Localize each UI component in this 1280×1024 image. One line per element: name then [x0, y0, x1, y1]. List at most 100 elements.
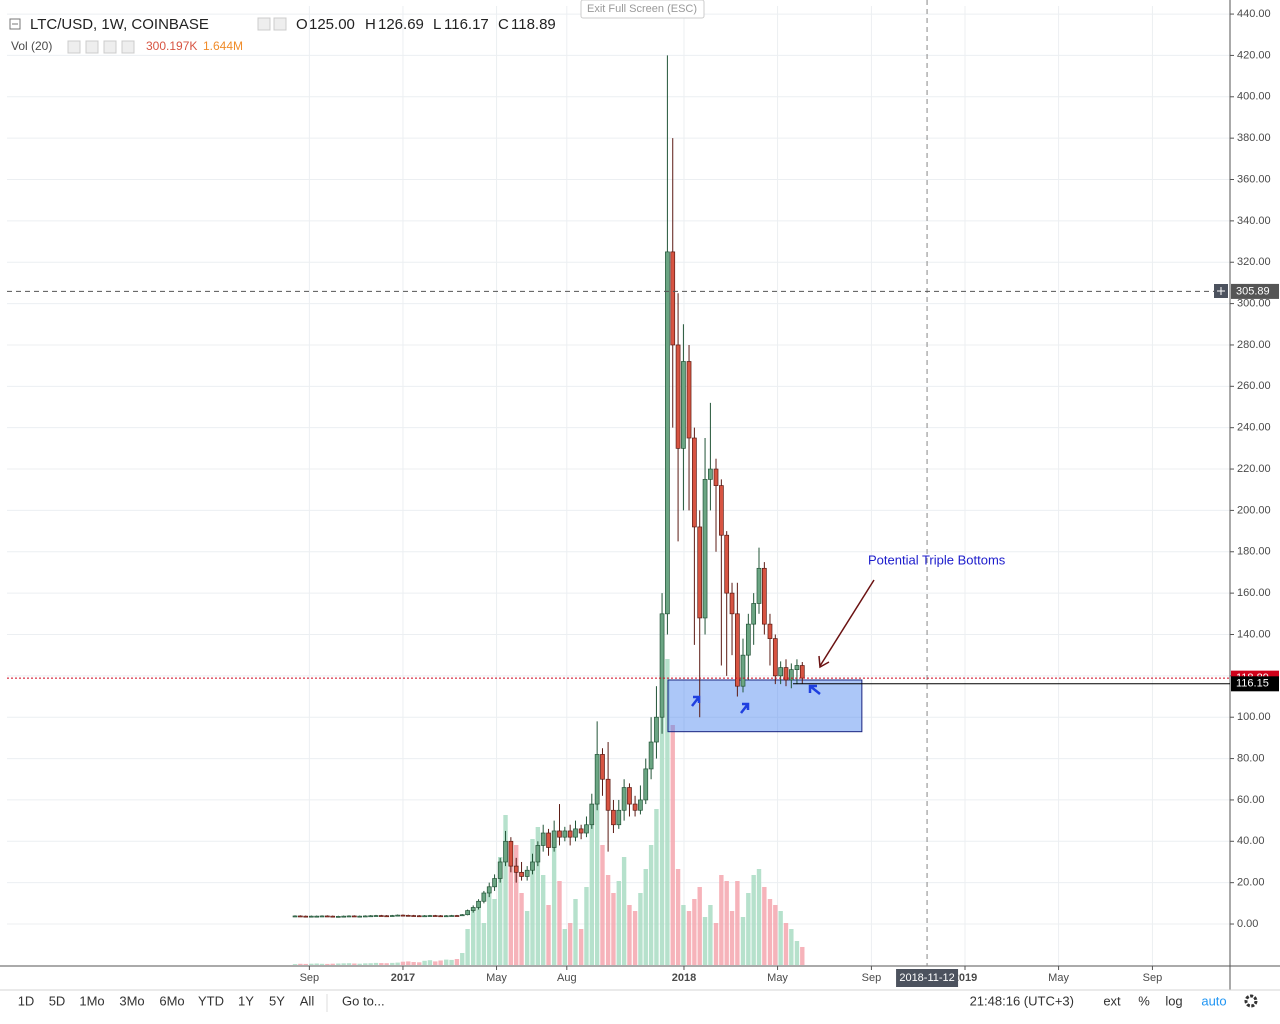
candle-body — [443, 915, 449, 918]
volume-bar — [773, 905, 778, 965]
volume-bar — [573, 899, 578, 965]
volume-bar — [400, 961, 406, 965]
candle-body — [594, 754, 600, 805]
volume-bar — [800, 946, 805, 965]
volume-bar — [697, 887, 702, 965]
volume-bar — [471, 911, 476, 965]
volume-label: Vol (20) — [11, 39, 52, 53]
candle-body — [335, 916, 341, 918]
volume-bar — [740, 917, 746, 965]
candle-body — [719, 485, 724, 536]
candle-body — [454, 915, 460, 917]
range-button[interactable]: All — [300, 993, 315, 1008]
y-tick-label: 100.00 — [1237, 711, 1271, 723]
exit-fullscreen-button[interactable] — [580, 0, 705, 19]
volume-bar — [357, 963, 362, 965]
candle-body — [497, 861, 503, 879]
y-tick-label: 200.00 — [1237, 504, 1271, 516]
candle-body — [740, 654, 746, 687]
crosshair-label-bg — [896, 969, 959, 987]
volume-bar — [675, 869, 681, 965]
volume-bar — [309, 963, 314, 965]
volume-bar — [336, 963, 341, 965]
candle-body — [611, 809, 616, 826]
volume-bar — [724, 881, 729, 965]
icon[interactable] — [85, 40, 99, 54]
icon[interactable] — [67, 40, 81, 54]
volume-ma-value: 1.644M — [203, 39, 243, 53]
candle-body — [659, 613, 665, 718]
volume-bar — [789, 929, 794, 965]
volume-bar — [298, 963, 303, 965]
y-tick-label: 180.00 — [1237, 546, 1271, 558]
ohlc-label: H — [365, 16, 376, 33]
candle-body — [314, 915, 320, 918]
volume-bar — [605, 875, 611, 965]
y-tick-label: 140.00 — [1237, 628, 1271, 640]
option-button[interactable]: auto — [1201, 993, 1226, 1008]
candle-body — [530, 861, 535, 871]
range-button[interactable]: YTD — [198, 993, 224, 1008]
clock: 21:48:16 (UTC+3) — [970, 993, 1074, 1008]
candle-body — [292, 915, 298, 918]
volume-bar — [406, 961, 411, 965]
candle-body — [508, 840, 514, 867]
candle-body — [702, 479, 708, 619]
option-button[interactable]: log — [1165, 993, 1182, 1008]
range-button[interactable]: 1Y — [238, 993, 254, 1008]
option-button[interactable]: ext — [1103, 993, 1121, 1008]
y-tick-label: 380.00 — [1237, 132, 1271, 144]
volume-bar — [648, 845, 654, 965]
volume-bar — [497, 857, 503, 965]
x-tick-label: Sep — [862, 972, 882, 984]
goto-button[interactable]: Go to... — [342, 993, 385, 1008]
candle-body — [308, 915, 314, 918]
icon[interactable] — [257, 17, 271, 31]
range-button[interactable]: 6Mo — [159, 993, 184, 1008]
candle-body — [627, 787, 632, 805]
candle-body — [330, 915, 336, 918]
settings-icon[interactable] — [1244, 994, 1258, 1008]
icon[interactable] — [103, 40, 117, 54]
candle-body — [648, 741, 654, 770]
range-button[interactable]: 5Y — [269, 993, 285, 1008]
grid — [7, 6, 1230, 966]
candle-body — [551, 830, 557, 848]
volume-bar — [594, 785, 600, 965]
support-zone — [667, 679, 863, 733]
collapse-icon[interactable] — [9, 18, 21, 30]
icon[interactable] — [273, 17, 287, 31]
crosshair-label: 2018-11-12 — [899, 972, 954, 984]
candle-body — [540, 832, 546, 846]
price-label: 305.89 — [1236, 285, 1270, 297]
price-label: 116.15 — [1236, 678, 1269, 690]
candle-body — [319, 915, 325, 918]
option-button[interactable]: % — [1138, 993, 1150, 1008]
candle-body — [708, 468, 713, 480]
range-button[interactable]: 1Mo — [79, 993, 104, 1008]
symbol: LTC/USD, 1W, COINBASE — [30, 16, 209, 33]
candle-body — [638, 799, 643, 811]
volume-bar — [395, 962, 400, 965]
range-button[interactable]: 1D — [18, 993, 35, 1008]
candle-body — [794, 665, 800, 670]
candle-body — [524, 869, 530, 877]
range-button[interactable]: 3Mo — [119, 993, 144, 1008]
y-tick-label: 260.00 — [1237, 380, 1271, 392]
volume-bar — [476, 905, 481, 965]
y-tick-label: 420.00 — [1237, 49, 1271, 61]
volume-bar — [708, 905, 713, 965]
volume-bar — [546, 905, 551, 965]
volume-bar — [368, 963, 373, 965]
annotation-arrowhead — [818, 655, 830, 669]
icon[interactable] — [121, 40, 135, 54]
volume-bar — [460, 953, 465, 965]
exit-fullscreen-text: Exit Full Screen (ESC) — [587, 3, 697, 15]
ohlc-label: L — [433, 16, 441, 33]
candle-body — [799, 665, 805, 679]
range-button[interactable]: 5D — [49, 993, 66, 1008]
candle-body — [298, 915, 303, 918]
volume-bar — [600, 845, 605, 965]
